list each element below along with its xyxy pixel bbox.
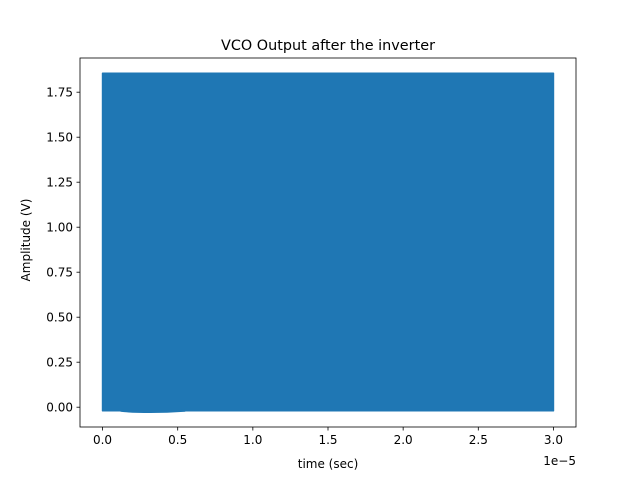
- x-tick-label: 2.5: [469, 433, 488, 447]
- x-axis-label: time (sec): [298, 457, 359, 471]
- y-tick-label: 1.00: [46, 221, 73, 235]
- series-0-undershoot: [120, 409, 186, 414]
- x-axis-offset-label: 1e−5: [543, 454, 576, 468]
- y-tick-label: 0.00: [46, 401, 73, 415]
- y-tick-label: 1.50: [46, 131, 73, 145]
- x-tick-label: 0.0: [93, 433, 112, 447]
- x-tick-label: 3.0: [544, 433, 563, 447]
- axes-layer: 0.0 0.5 1.0 1.5 2.0 2.5 3.0 0.00 0.25 0.50 0.75 1.0…: [46, 57, 577, 447]
- y-tick-label: 1.75: [46, 86, 73, 100]
- x-tick-label: 1.0: [243, 433, 262, 447]
- chart-title: VCO Output after the inverter: [221, 38, 435, 54]
- y-tick-label: 1.25: [46, 176, 73, 190]
- y-tick-label: 0.75: [46, 266, 73, 280]
- y-tick-label: 0.25: [46, 356, 73, 370]
- y-tick-label: 0.50: [46, 311, 73, 325]
- x-tick-label: 2.0: [394, 433, 413, 447]
- y-axis-label: Amplitude (V): [19, 199, 33, 282]
- series-0-signal-band: [101, 72, 555, 412]
- plot-layer: [101, 72, 555, 414]
- x-tick-label: 0.5: [168, 433, 187, 447]
- x-tick-label: 1.5: [318, 433, 337, 447]
